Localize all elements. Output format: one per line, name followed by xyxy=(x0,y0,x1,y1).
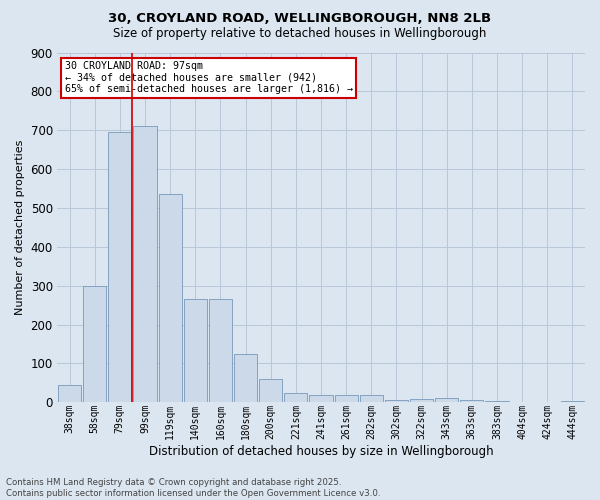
Bar xyxy=(561,401,584,402)
Text: 30, CROYLAND ROAD, WELLINGBOROUGH, NN8 2LB: 30, CROYLAND ROAD, WELLINGBOROUGH, NN8 2… xyxy=(109,12,491,26)
X-axis label: Distribution of detached houses by size in Wellingborough: Distribution of detached houses by size … xyxy=(149,444,493,458)
Bar xyxy=(58,385,81,402)
Text: 30 CROYLAND ROAD: 97sqm
← 34% of detached houses are smaller (942)
65% of semi-d: 30 CROYLAND ROAD: 97sqm ← 34% of detache… xyxy=(65,61,353,94)
Bar xyxy=(284,392,307,402)
Bar xyxy=(83,286,106,403)
Text: Contains HM Land Registry data © Crown copyright and database right 2025.
Contai: Contains HM Land Registry data © Crown c… xyxy=(6,478,380,498)
Bar xyxy=(335,394,358,402)
Bar xyxy=(385,400,408,402)
Bar xyxy=(360,396,383,402)
Bar xyxy=(158,194,182,402)
Bar xyxy=(234,354,257,403)
Y-axis label: Number of detached properties: Number of detached properties xyxy=(15,140,25,315)
Text: Size of property relative to detached houses in Wellingborough: Size of property relative to detached ho… xyxy=(113,28,487,40)
Bar xyxy=(460,400,484,402)
Bar xyxy=(108,132,131,402)
Bar xyxy=(435,398,458,402)
Bar xyxy=(310,396,332,402)
Bar xyxy=(410,399,433,402)
Bar xyxy=(133,126,157,402)
Bar xyxy=(184,300,207,403)
Bar xyxy=(485,401,509,402)
Bar xyxy=(259,379,282,402)
Bar xyxy=(209,300,232,403)
